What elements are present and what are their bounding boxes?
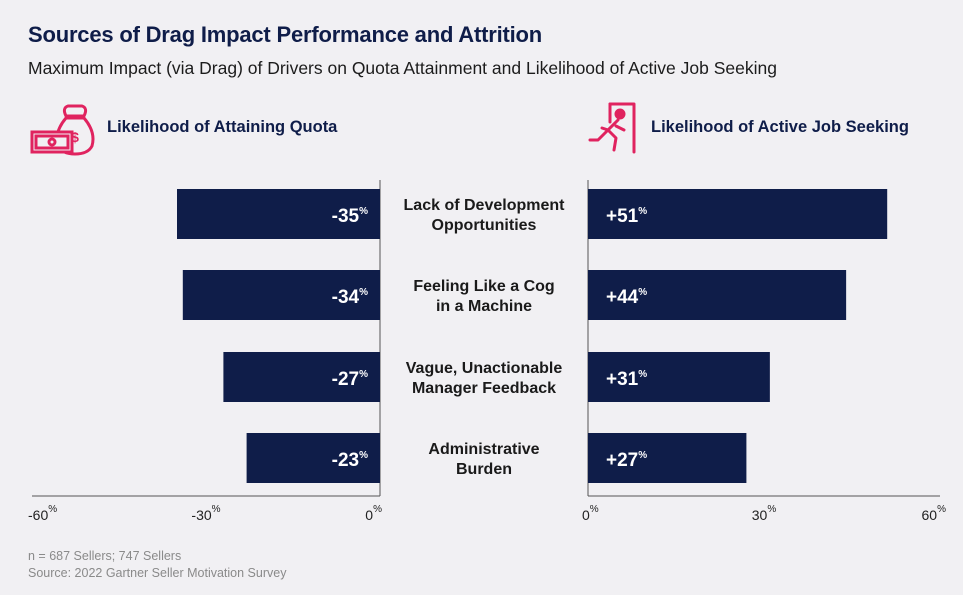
left-bar: [177, 189, 380, 239]
category-label: Manager Feedback: [412, 380, 556, 397]
left-bar: [182, 270, 380, 320]
category-label: Vague, Unactionable: [406, 360, 563, 377]
right-tick-label: 30%: [752, 504, 777, 523]
category-label: Opportunities: [432, 217, 537, 234]
right-tick-label: 0%: [582, 504, 599, 523]
money-bag-icon: $: [28, 102, 96, 158]
category-label: Burden: [456, 461, 512, 478]
left-bar: [223, 352, 380, 402]
svg-text:$: $: [71, 129, 79, 145]
right-bar-value-label: +27%: [606, 450, 647, 471]
chart-title: Sources of Drag Impact Performance and A…: [28, 22, 543, 47]
left-bar-value-label: -34%: [332, 287, 368, 308]
left-bar-value-label: -27%: [332, 369, 368, 390]
exit-door-icon: [586, 100, 638, 156]
left-tick-label: -60%: [28, 504, 57, 523]
right-tick-label: 60%: [922, 504, 947, 523]
right-bar: [588, 433, 747, 483]
right-bar-value-label: +51%: [606, 206, 647, 227]
right-bar: [588, 270, 847, 320]
left-panel-heading: Likelihood of Attaining Quota: [107, 118, 338, 136]
left-bar-value-label: -35%: [332, 206, 368, 227]
right-bar-value-label: +31%: [606, 369, 647, 390]
left-tick-label: -30%: [191, 504, 220, 523]
left-bar-value-label: -23%: [332, 450, 368, 471]
right-bar: [588, 189, 888, 239]
category-label: Administrative: [428, 441, 539, 458]
right-panel-heading: Likelihood of Active Job Seeking: [651, 118, 909, 136]
left-bar: [246, 433, 380, 483]
category-label: Lack of Development: [404, 197, 566, 214]
category-label: in a Machine: [436, 298, 532, 315]
chart-subtitle: Maximum Impact (via Drag) of Drivers on …: [28, 58, 777, 78]
left-tick-label: 0%: [365, 504, 382, 523]
right-bar: [588, 352, 770, 402]
category-label: Feeling Like a Cog: [413, 278, 554, 295]
footnote-sample: n = 687 Sellers; 747 Sellers: [28, 549, 182, 563]
footnote-source: Source: 2022 Gartner Seller Motivation S…: [28, 566, 287, 580]
right-bar-value-label: +44%: [606, 287, 647, 308]
